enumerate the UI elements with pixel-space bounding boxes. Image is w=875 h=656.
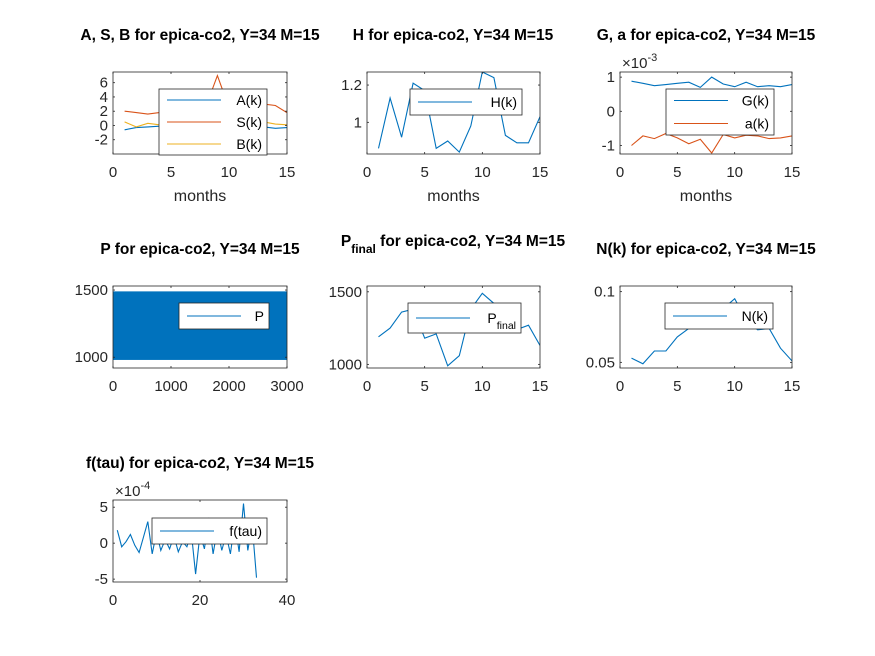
x-tick-label: 5 bbox=[673, 164, 681, 181]
x-tick-label: 20 bbox=[192, 592, 209, 609]
chart-title: A, S, B for epica-co2, Y=34 M=15 bbox=[80, 27, 320, 44]
legend-label-a-k: a(k) bbox=[745, 116, 769, 132]
legend-box bbox=[665, 88, 775, 136]
chart-title: G, a for epica-co2, Y=34 M=15 bbox=[597, 27, 816, 44]
legend: f(tau) bbox=[151, 517, 268, 545]
x-axis-label: months bbox=[427, 188, 479, 205]
x-tick-label: 0 bbox=[363, 164, 371, 181]
chart-title: H for epica-co2, Y=34 M=15 bbox=[353, 27, 554, 44]
x-tick-label: 0 bbox=[616, 378, 624, 395]
x-tick-label: 15 bbox=[532, 378, 549, 395]
x-tick-label: 0 bbox=[616, 164, 624, 181]
x-axis-label: months bbox=[174, 188, 226, 205]
chart-abs: A, S, B for epica-co2, Y=34 M=15 0 5 10 15 -2… bbox=[80, 27, 320, 205]
legend-label-h-k: H(k) bbox=[491, 94, 517, 110]
chart-n: N(k) for epica-co2, Y=34 M=15 0 5 10 15 0.05 0… bbox=[586, 241, 816, 395]
chart-title: P for epica-co2, Y=34 M=15 bbox=[100, 241, 300, 258]
y-tick-label: -5 bbox=[95, 571, 108, 588]
legend-label-a-k: A(k) bbox=[236, 92, 262, 108]
x-tick-label: 0 bbox=[109, 164, 117, 181]
x-tick-label: 0 bbox=[109, 378, 117, 395]
x-tick-label: 10 bbox=[726, 164, 743, 181]
axes-box bbox=[112, 285, 288, 369]
legend: Pfinal bbox=[407, 302, 522, 334]
legend: N(k) bbox=[664, 302, 774, 330]
chart-title-subscript: final bbox=[351, 242, 376, 256]
y-tick-label: 1 bbox=[607, 69, 615, 86]
legend: H(k) bbox=[409, 88, 523, 116]
chart-ga: G, a for epica-co2, Y=34 M=150 5 10 15-101×… bbox=[597, 27, 816, 205]
x-tick-label: 0 bbox=[363, 378, 371, 395]
y-tick-label: 1000 bbox=[329, 356, 362, 373]
legend-label-pfinal: Pfinal bbox=[487, 310, 516, 332]
chart-title: Pfinal for epica-co2, Y=34 M=15 bbox=[341, 233, 566, 256]
y-tick-label: 4 bbox=[100, 89, 108, 106]
x-tick-label: 15 bbox=[784, 164, 801, 181]
y-tick-label: 1 bbox=[354, 114, 362, 131]
series-line-a-k bbox=[631, 132, 792, 154]
x-tick-label: 2000 bbox=[212, 378, 245, 395]
x-tick-label: 5 bbox=[420, 378, 428, 395]
y-tick-label: 1500 bbox=[329, 284, 362, 301]
x-tick-label: 1000 bbox=[154, 378, 187, 395]
x-tick-label: 10 bbox=[474, 164, 491, 181]
chart-title: f(tau) for epica-co2, Y=34 M=15 bbox=[86, 455, 314, 472]
x-tick-label: 15 bbox=[532, 164, 549, 181]
axes-box bbox=[366, 71, 541, 155]
legend: G(k) a(k) bbox=[665, 88, 775, 136]
axes-box bbox=[366, 285, 541, 369]
chart-title: N(k) for epica-co2, Y=34 M=15 bbox=[596, 241, 816, 258]
x-tick-label: 3000 bbox=[270, 378, 303, 395]
y-tick-label: 0 bbox=[607, 103, 615, 120]
axes-box bbox=[619, 71, 793, 155]
legend-label-s-k: S(k) bbox=[236, 114, 262, 130]
y-tick-label: -2 bbox=[95, 132, 108, 149]
x-tick-label: 10 bbox=[221, 164, 238, 181]
y-tick-label: 6 bbox=[100, 75, 108, 92]
x-tick-label: 15 bbox=[784, 378, 801, 395]
y-tick-label: 0.05 bbox=[586, 354, 615, 371]
y-tick-label: 0 bbox=[100, 535, 108, 552]
x-tick-label: 5 bbox=[167, 164, 175, 181]
chart-p: P for epica-co2, Y=34 M=150 1000 2000 30001… bbox=[75, 241, 304, 395]
legend-label-g-k: G(k) bbox=[742, 93, 769, 109]
y-tick-label: 1500 bbox=[75, 282, 108, 299]
legend: P bbox=[178, 302, 270, 330]
x-tick-label: 5 bbox=[673, 378, 681, 395]
x-tick-label: 10 bbox=[726, 378, 743, 395]
chart-ftau: f(tau) for epica-co2, Y=34 M=150 20 40-505… bbox=[86, 455, 314, 609]
y-tick-label: -1 bbox=[602, 137, 615, 154]
legend-label-b-k: B(k) bbox=[236, 136, 262, 152]
x-axis-label: months bbox=[680, 188, 732, 205]
series-line-g-k bbox=[631, 76, 792, 89]
x-tick-label: 15 bbox=[279, 164, 296, 181]
y-axis-multiplier: ×10-4 bbox=[115, 480, 150, 500]
series-line-h-k bbox=[377, 72, 540, 154]
x-tick-label: 10 bbox=[474, 378, 491, 395]
legend-label-n-k: N(k) bbox=[742, 308, 768, 324]
y-tick-label: 1.2 bbox=[341, 77, 362, 94]
axes-box bbox=[619, 285, 793, 369]
y-tick-label: 0.1 bbox=[594, 284, 615, 301]
legend-label-f-tau: f(tau) bbox=[229, 523, 262, 539]
y-tick-label: 5 bbox=[100, 499, 108, 516]
chart-pfinal: Pfinal for epica-co2, Y=34 M=15 0 5 10 15 100… bbox=[329, 233, 566, 395]
y-tick-label: 1000 bbox=[75, 349, 108, 366]
y-axis-multiplier: ×10-3 bbox=[622, 52, 657, 72]
y-tick-label: 2 bbox=[100, 103, 108, 120]
x-tick-label: 5 bbox=[420, 164, 428, 181]
x-tick-label: 40 bbox=[279, 592, 296, 609]
y-tick-label: 0 bbox=[100, 117, 108, 134]
x-tick-label: 0 bbox=[109, 592, 117, 609]
chart-h: H for epica-co2, Y=34 M=15 0 5 10 15 1 1.2 mont… bbox=[341, 27, 553, 205]
chart-title-rest: for epica-co2, Y=34 M=15 bbox=[376, 233, 566, 250]
legend-label-p: P bbox=[255, 308, 264, 324]
legend: A(k) S(k) B(k) bbox=[158, 88, 268, 156]
